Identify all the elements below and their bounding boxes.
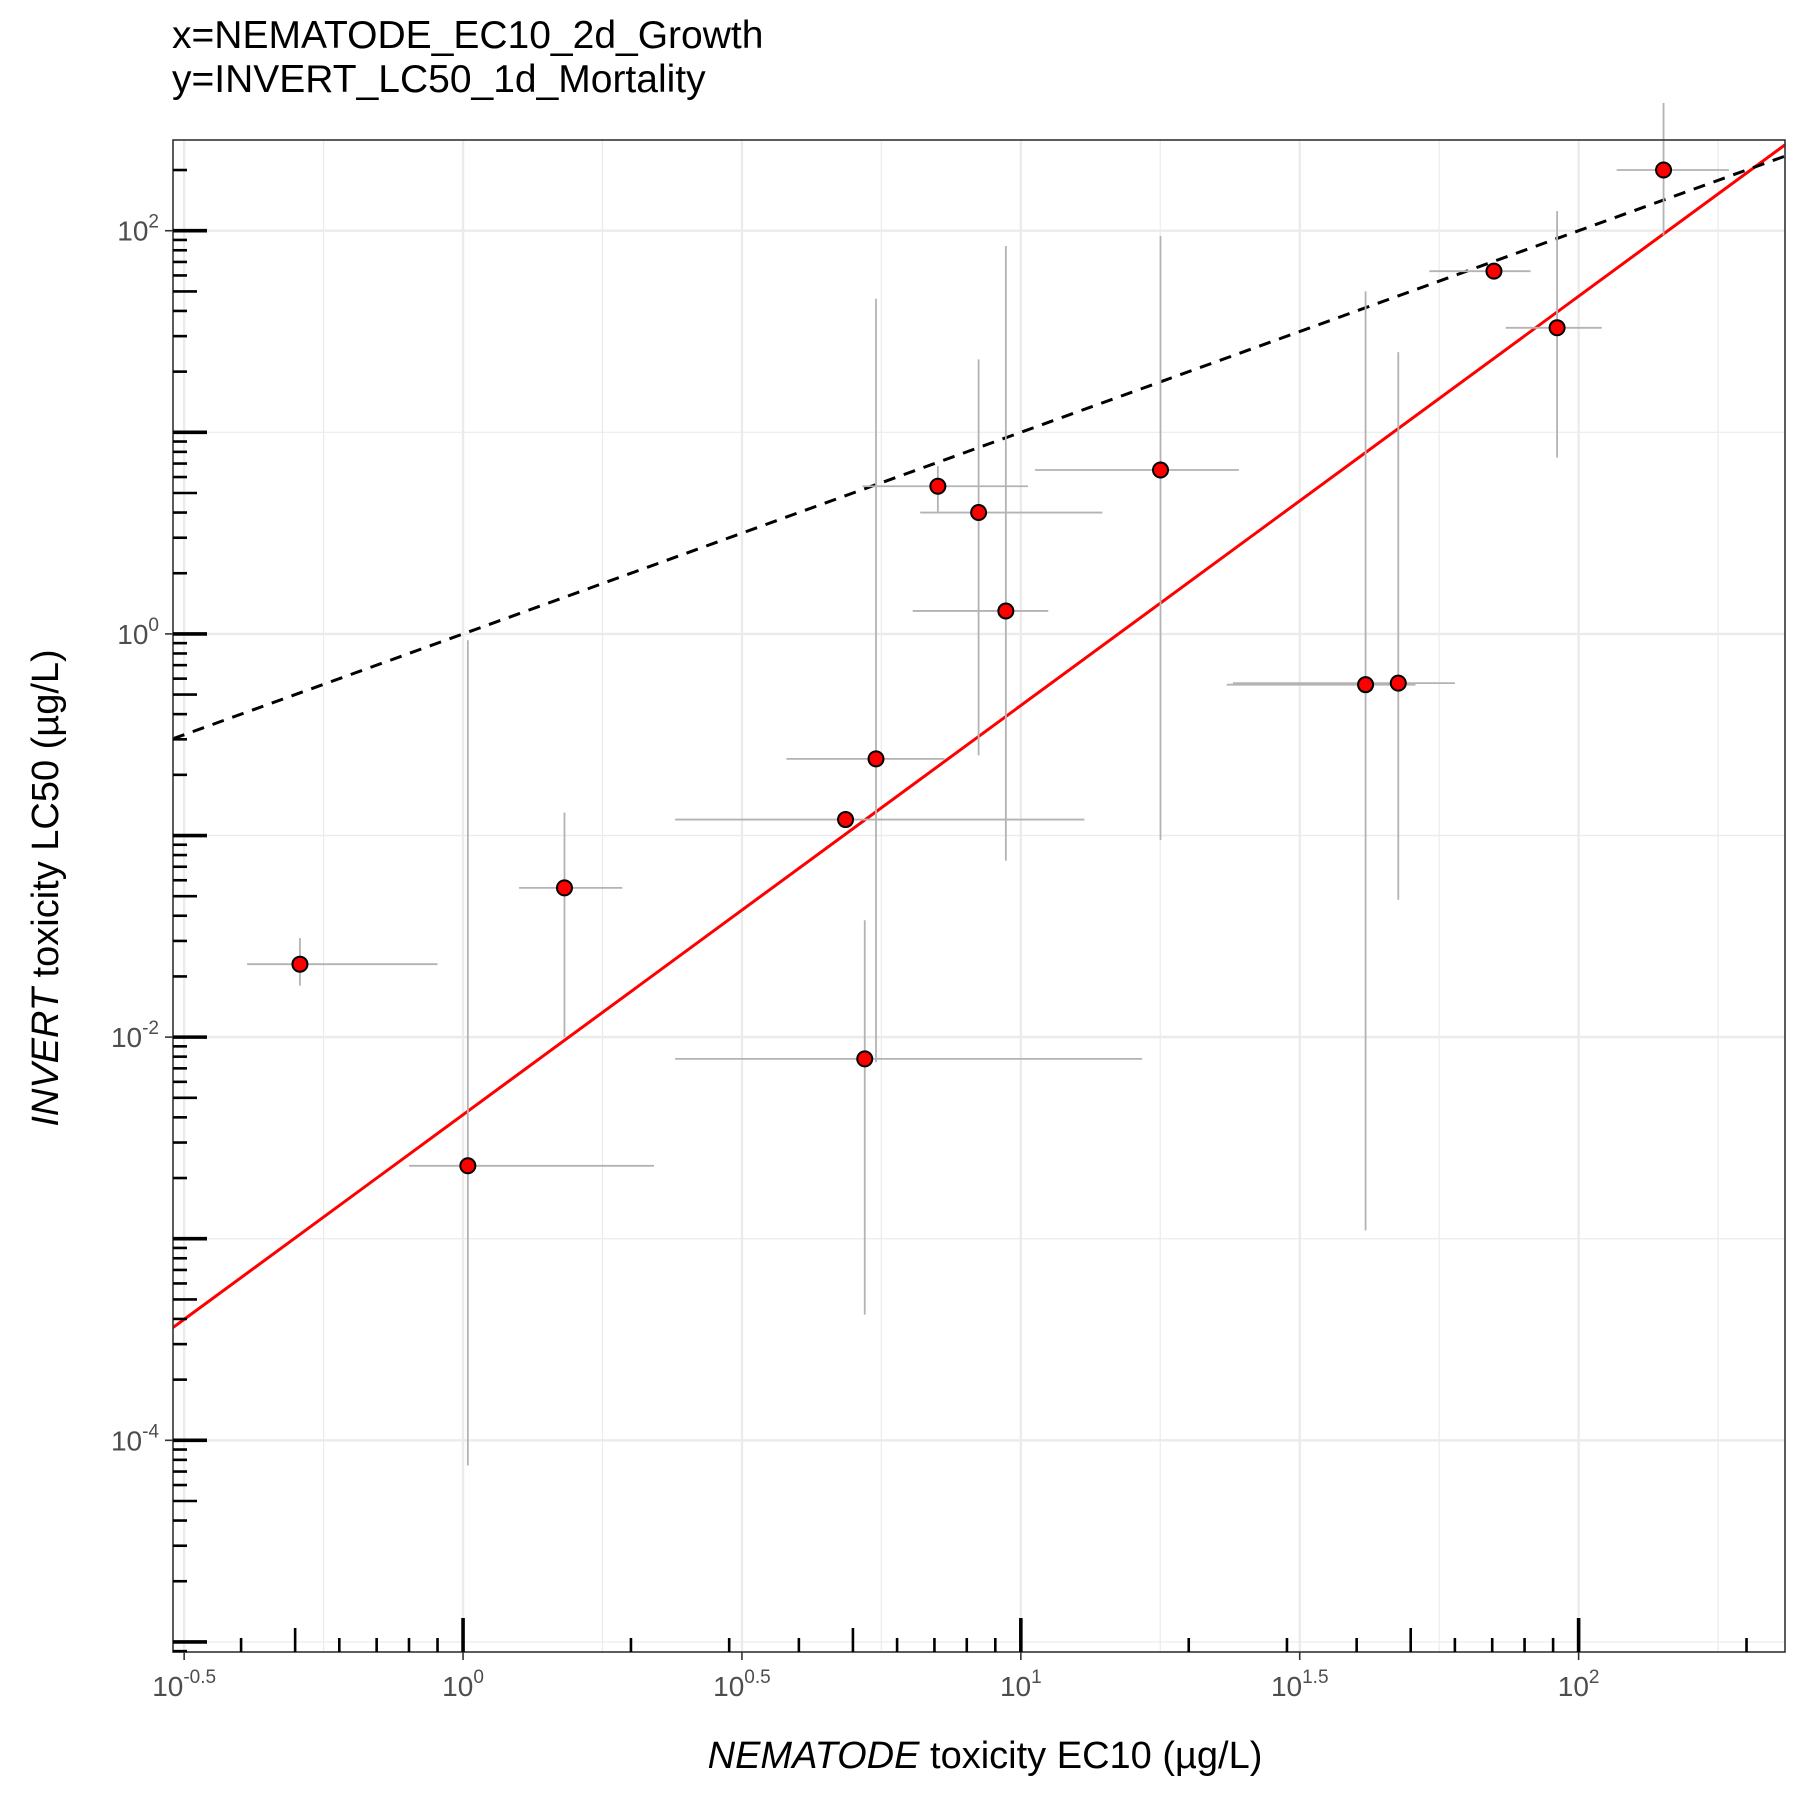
data-point (929, 477, 947, 495)
data-point (970, 504, 988, 522)
chart-title-line-2: y=INVERT_LC50_1d_Mortality (172, 58, 706, 101)
x-tick-label: 101.5 (1271, 1667, 1329, 1702)
y-tick-label: 100 (117, 615, 159, 650)
data-point (1548, 319, 1566, 337)
x-tick-label: 102 (1558, 1667, 1600, 1702)
x-axis-title: NEMATODE toxicity EC10 (µg/L) (708, 1735, 1263, 1777)
data-point (1485, 262, 1503, 280)
y-tick-label: 10-4 (111, 1421, 159, 1456)
x-tick-label: 10-0.5 (152, 1667, 216, 1702)
data-point (1357, 676, 1375, 694)
data-point (459, 1157, 477, 1175)
x-tick-label: 101 (1000, 1667, 1042, 1702)
x-tick-label: 100.5 (713, 1667, 771, 1702)
data-point (856, 1050, 874, 1068)
x-tick-label: 100 (442, 1667, 484, 1702)
y-axis-title: INVERT toxicity LC50 (µg/L) (25, 649, 67, 1126)
errorbar-layer (247, 103, 1729, 1466)
data-point (1655, 161, 1673, 179)
axis-layer: 10-0.5 100 100.5 101 101.5 102 102 100 10-2 10-4 (111, 139, 1786, 1702)
data-point (291, 955, 309, 973)
data-point (867, 750, 885, 768)
one-to-one-reference-line (173, 154, 1785, 741)
data-point (1389, 674, 1407, 692)
chart-title: x=NEMATODE_EC10_2d_Growth y=INVERT_LC50_… (172, 14, 763, 102)
y-tick-label: 10-2 (111, 1018, 159, 1053)
data-point (837, 811, 855, 829)
data-point (997, 602, 1015, 620)
y-tick-label: 102 (117, 212, 159, 247)
points-layer (291, 161, 1673, 1175)
data-point (1152, 461, 1170, 479)
data-point (555, 879, 573, 897)
chart-title-line-1: x=NEMATODE_EC10_2d_Growth (172, 14, 764, 57)
